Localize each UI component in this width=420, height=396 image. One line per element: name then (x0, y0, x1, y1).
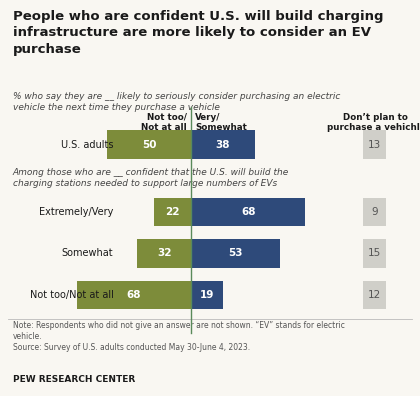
Bar (363, 130, 386, 159)
Bar (191, 130, 255, 159)
Text: 15: 15 (368, 248, 381, 259)
Bar (137, 239, 191, 268)
Text: Extremely/Very: Extremely/Very (39, 207, 113, 217)
Text: 32: 32 (157, 248, 171, 259)
Text: U.S. adults: U.S. adults (61, 139, 113, 150)
Text: Somewhat: Somewhat (62, 248, 113, 259)
Text: 68: 68 (241, 207, 255, 217)
Text: % who say they are __ likely to seriously consider purchasing an electric
vehicl: % who say they are __ likely to seriousl… (13, 92, 340, 112)
Bar (154, 198, 191, 226)
Text: 53: 53 (228, 248, 243, 259)
Bar (363, 281, 386, 309)
Text: 9: 9 (372, 207, 378, 217)
Text: Note: Respondents who did not give an answer are not shown. “EV” stands for elec: Note: Respondents who did not give an an… (13, 321, 344, 352)
Text: Among those who are __ confident that the U.S. will build the
charging stations : Among those who are __ confident that th… (13, 168, 289, 188)
Text: Not too/Not at all: Not too/Not at all (29, 290, 113, 300)
Text: 12: 12 (368, 290, 381, 300)
Bar (77, 281, 191, 309)
Text: 19: 19 (200, 290, 214, 300)
Bar (107, 130, 191, 159)
Text: Not too/
Not at all: Not too/ Not at all (141, 113, 187, 132)
Bar (363, 198, 386, 226)
Text: Very/
Somewhat: Very/ Somewhat (195, 113, 247, 132)
Text: People who are confident U.S. will build charging
infrastructure are more likely: People who are confident U.S. will build… (13, 10, 383, 56)
Bar (191, 281, 223, 309)
Text: PEW RESEARCH CENTER: PEW RESEARCH CENTER (13, 375, 135, 384)
Bar (191, 239, 280, 268)
Text: 13: 13 (368, 139, 381, 150)
Text: 22: 22 (165, 207, 180, 217)
Text: 50: 50 (142, 139, 156, 150)
Text: 38: 38 (216, 139, 230, 150)
Bar (363, 239, 386, 268)
Text: Don’t plan to
purchase a vehichle: Don’t plan to purchase a vehichle (326, 113, 420, 132)
Text: 68: 68 (127, 290, 141, 300)
Bar (191, 198, 305, 226)
